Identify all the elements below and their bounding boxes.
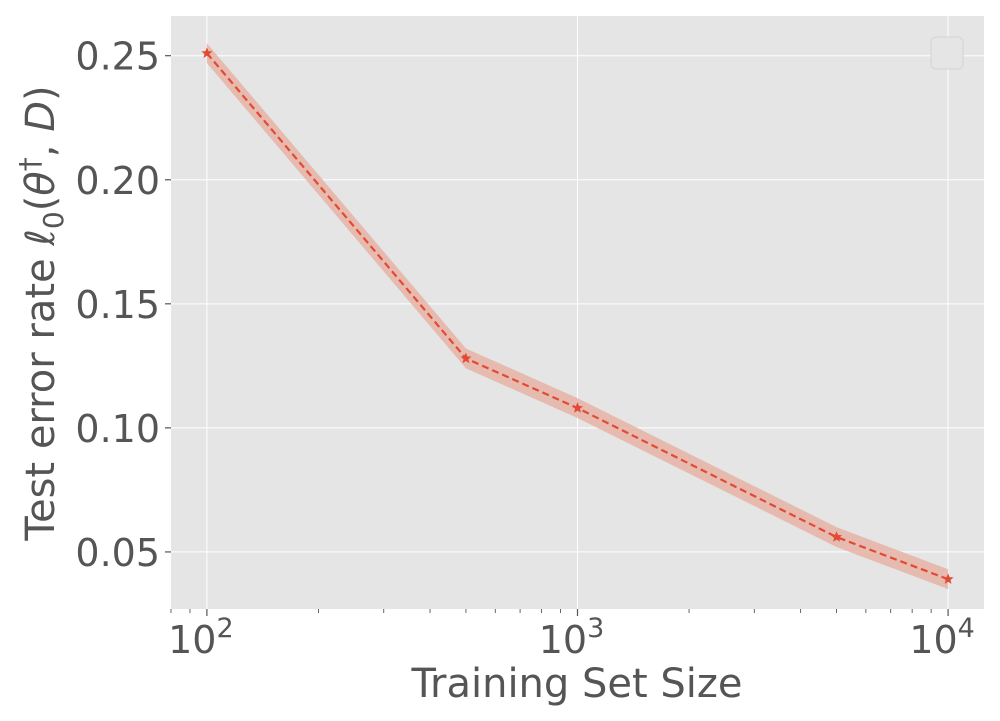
y-tick-label: 0.05 [75, 531, 160, 575]
y-axis-label: Test error rate ℓ0(θ†, D) [13, 85, 70, 541]
y-axis-label-prefix: Test error rate [18, 246, 64, 542]
y-tick-label: 0.20 [75, 159, 160, 203]
y-axis-label-ell: ℓ [18, 229, 64, 247]
y-tick-label: 0.10 [75, 407, 160, 451]
legend-box [930, 36, 964, 70]
x-tick-label-exponent: 3 [587, 613, 604, 644]
x-tick-label: 102 [168, 613, 234, 662]
x-tick-label-base: 10 [539, 618, 587, 662]
y-axis-label-open: ( [18, 196, 64, 212]
x-tick-label: 103 [539, 613, 605, 662]
markers-group [201, 47, 954, 584]
y-tick-label: 0.15 [75, 283, 160, 327]
star-marker [942, 573, 954, 584]
x-tick-label: 104 [909, 613, 975, 662]
star-marker [460, 352, 472, 364]
star-marker [571, 402, 584, 413]
y-axis-label-sub: 0 [37, 211, 70, 229]
y-axis-label-sup: † [13, 157, 46, 171]
y-ticks: 0.05 0.10 0.15 0.20 0.25 [75, 35, 171, 575]
star-marker [201, 47, 213, 58]
y-axis-label-theta: θ [18, 171, 64, 195]
x-ticks: 102 103 104 [168, 609, 975, 662]
y-tick-label: 0.25 [75, 35, 160, 79]
y-axis-label-d: D [18, 101, 64, 132]
x-axis-label: Training Set Size [410, 661, 742, 707]
star-marker [831, 531, 843, 542]
x-tick-label-base: 10 [168, 618, 216, 662]
x-tick-label-exponent: 4 [958, 613, 975, 644]
x-tick-label-exponent: 2 [216, 613, 233, 644]
y-axis-label-close: ) [18, 85, 64, 101]
x-tick-label-base: 10 [909, 618, 957, 662]
y-axis-label-rest: , [18, 132, 64, 157]
